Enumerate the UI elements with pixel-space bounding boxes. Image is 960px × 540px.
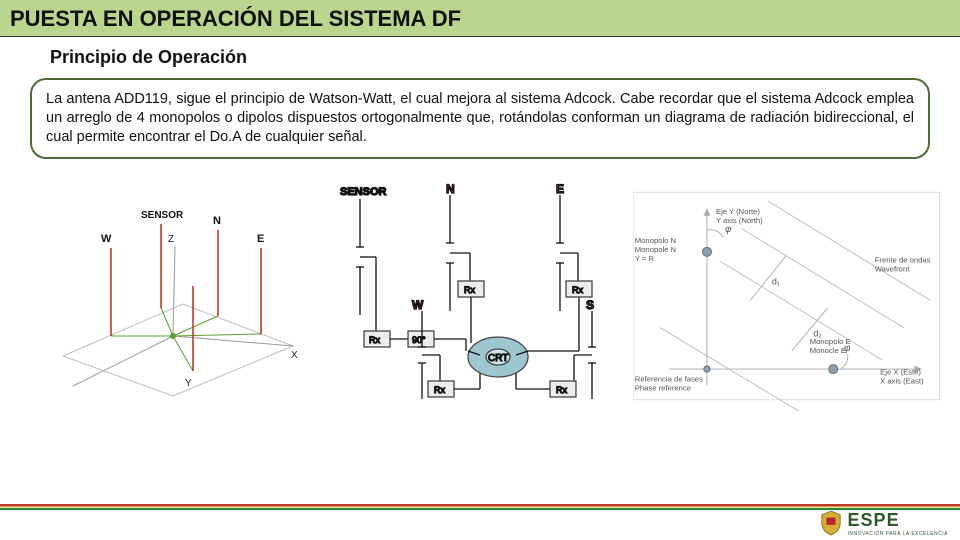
label-E: E	[257, 233, 264, 245]
body-text-box: La antena ADD119, sigue el principio de …	[30, 78, 930, 159]
figure-adcock-array: X Z Y W SENSOR N E	[20, 171, 327, 421]
y-axis-label-2: Y axis (North)	[716, 216, 763, 225]
label-sensor2: SENSOR	[340, 186, 387, 198]
axis-y-label: Y	[185, 378, 192, 389]
wave-label-1: Frente de ondas	[875, 256, 931, 265]
monoN-label-1: Monopolo N	[635, 236, 676, 245]
label-N: N	[213, 215, 221, 227]
label-E2: E	[556, 182, 564, 196]
crt-label: CRT	[488, 353, 508, 364]
brand-name: ESPE	[848, 510, 948, 531]
phi-label-1: φ	[725, 224, 732, 235]
monoN-label-3: Y = R	[635, 254, 655, 263]
section-subtitle: Principio de Operación	[50, 47, 960, 68]
monoE-label-1: Monopolo E	[810, 337, 851, 346]
body-text: La antena ADD119, sigue el principio de …	[46, 91, 914, 145]
x-axis-label-1: Eje X (Este)	[880, 368, 921, 377]
axis-x-label: X	[291, 350, 298, 361]
label-sensor: SENSOR	[141, 210, 184, 221]
footer: ESPE INNOVACIÓN PARA LA EXCELENCIA	[0, 500, 960, 540]
figure-watson-watt: SENSOR Rx 90° N Rx	[327, 171, 634, 421]
phase-90-box: 90°	[412, 335, 426, 345]
figures-row: X Z Y W SENSOR N E	[20, 171, 940, 421]
rx-box-S: Rx	[556, 385, 567, 395]
rx-box-E: Rx	[572, 285, 583, 295]
monoE-label-2: Monocle E	[810, 346, 846, 355]
brand-sub: INNOVACIÓN PARA LA EXCELENCIA	[848, 531, 948, 537]
d1-label: d₁	[772, 277, 780, 287]
monoN-label-2: Monopole N	[635, 245, 676, 254]
label-W2: W	[412, 298, 424, 312]
axis-z-label: Z	[168, 234, 174, 245]
label-W: W	[101, 233, 112, 245]
page-title: PUESTA EN OPERACIÓN DEL SISTEMA DF	[10, 6, 950, 32]
x-axis-label-2: X axis (East)	[880, 377, 924, 386]
rx-box-N: Rx	[464, 285, 475, 295]
espe-shield-icon	[820, 510, 842, 536]
ref-label-1: Referencia de fases	[635, 375, 703, 384]
figure-wavefront: d₁ d₂ φ φ Eje Y (Norte) Y axis (North) M…	[633, 171, 940, 421]
brand-block: ESPE INNOVACIÓN PARA LA EXCELENCIA	[820, 510, 948, 537]
rx-box-sensor: Rx	[369, 335, 380, 345]
y-axis-label-1: Eje Y (Norte)	[716, 207, 760, 216]
label-S2: S	[586, 298, 594, 312]
label-N2: N	[446, 182, 455, 196]
footer-stripe	[0, 504, 960, 510]
wave-label-2: Wavefront	[875, 265, 910, 274]
header: PUESTA EN OPERACIÓN DEL SISTEMA DF	[0, 0, 960, 37]
rx-box-W: Rx	[434, 385, 445, 395]
ref-label-2: Phase reference	[635, 384, 691, 393]
